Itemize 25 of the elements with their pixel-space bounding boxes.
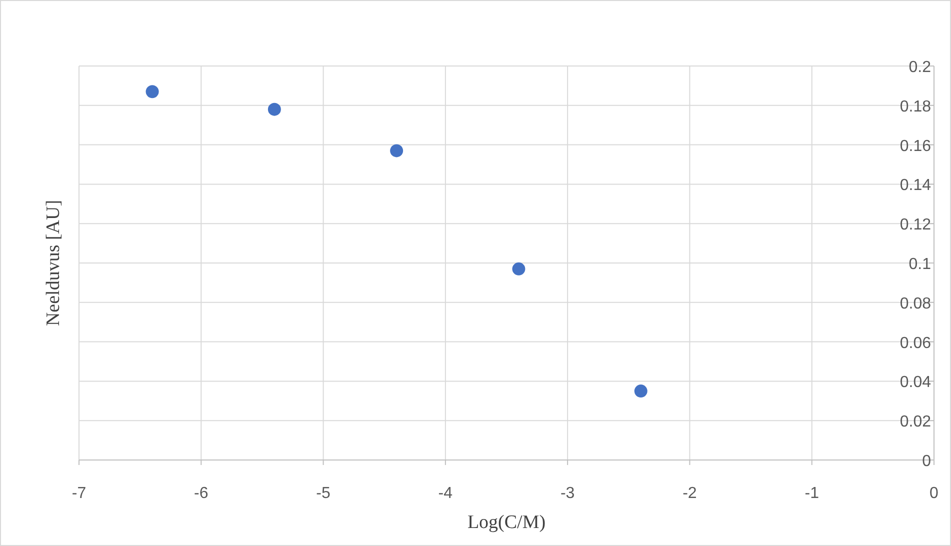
y-tick-label: 0.04 (900, 374, 932, 392)
y-tick-label: 0.18 (900, 98, 932, 116)
y-tick-label: 0 (922, 453, 932, 470)
y-tick-label: 0.06 (900, 334, 932, 352)
x-tick-label: -1 (804, 485, 820, 502)
point (146, 85, 159, 98)
point (634, 384, 648, 398)
x-tick-label: -3 (560, 485, 575, 502)
x-tick-label: -6 (194, 485, 208, 502)
y-tick-label: 0.02 (900, 414, 932, 431)
y-tick-label: 0.12 (900, 216, 932, 234)
y-axis-title: Neelduvus [AU] (43, 200, 64, 326)
x-axis-title: Log(C/M) (467, 512, 546, 533)
point (390, 144, 404, 158)
y-tick-label: 0.08 (900, 295, 932, 312)
y-tick-label: 0.16 (900, 138, 932, 155)
x-tick-label: -7 (72, 485, 86, 502)
x-tick-label: -2 (682, 485, 697, 502)
x-tick-label: -5 (316, 485, 330, 502)
point (268, 102, 281, 116)
x-tick-label: -4 (438, 485, 453, 502)
y-tick-label: 0.14 (900, 177, 932, 194)
point (512, 262, 526, 276)
y-tick-label: 0.1 (908, 256, 932, 273)
y-tick-label: 0.2 (908, 59, 932, 76)
